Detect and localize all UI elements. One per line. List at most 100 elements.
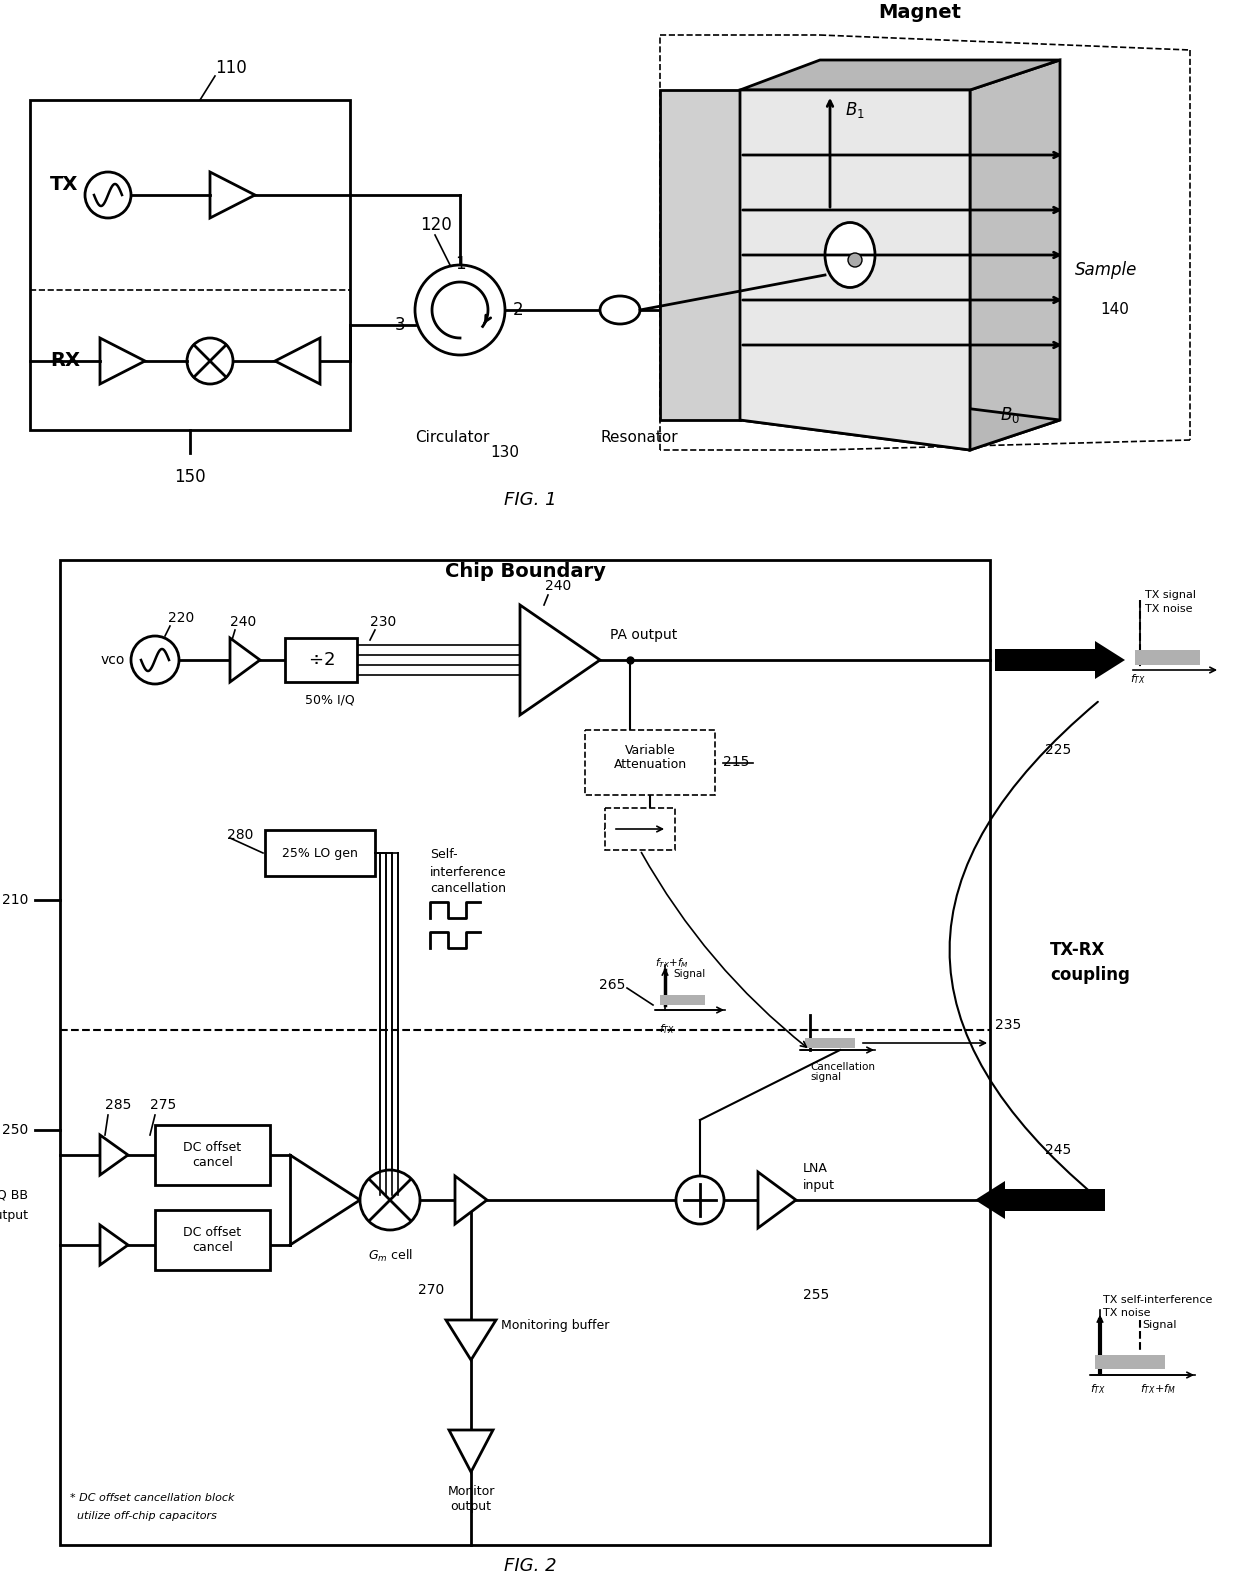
Ellipse shape <box>825 222 875 287</box>
Text: Circulator: Circulator <box>415 430 490 446</box>
Bar <box>1135 650 1200 665</box>
Polygon shape <box>455 1175 487 1224</box>
Bar <box>285 638 357 682</box>
Text: * DC offset cancellation block: * DC offset cancellation block <box>69 1492 234 1504</box>
Bar <box>660 994 706 1006</box>
Polygon shape <box>740 390 1060 450</box>
Polygon shape <box>210 171 255 217</box>
Polygon shape <box>970 60 1060 450</box>
Text: 280: 280 <box>227 828 253 842</box>
Circle shape <box>131 636 179 684</box>
Text: $f_{TX}$: $f_{TX}$ <box>1130 672 1146 685</box>
Text: 130: 130 <box>490 446 520 460</box>
Bar <box>60 560 990 1545</box>
Text: 1: 1 <box>455 255 465 273</box>
Text: 225: 225 <box>1045 742 1071 757</box>
Circle shape <box>415 265 505 355</box>
Text: 230: 230 <box>370 615 397 630</box>
Polygon shape <box>100 338 145 384</box>
Text: 240: 240 <box>229 615 257 630</box>
Text: coupling: coupling <box>1050 966 1130 983</box>
Polygon shape <box>100 1224 128 1266</box>
Text: Self-: Self- <box>430 849 458 861</box>
Text: 150: 150 <box>174 468 206 485</box>
Bar <box>1095 1354 1166 1369</box>
Text: Monitor
output: Monitor output <box>448 1484 495 1513</box>
Bar <box>605 807 675 850</box>
Bar <box>805 1037 856 1048</box>
Text: Resonator: Resonator <box>600 430 677 446</box>
Text: 265: 265 <box>599 979 625 991</box>
Text: output: output <box>0 1209 29 1221</box>
Text: Variable
Attenuation: Variable Attenuation <box>614 744 687 771</box>
Bar <box>155 1210 270 1270</box>
Text: $f_{TX}$+$f_M$: $f_{TX}$+$f_M$ <box>655 956 688 971</box>
Text: Signal: Signal <box>673 969 706 979</box>
Polygon shape <box>229 638 260 682</box>
Text: input: input <box>804 1178 835 1191</box>
Text: TX signal: TX signal <box>1145 590 1197 600</box>
Polygon shape <box>660 90 740 420</box>
Circle shape <box>360 1170 420 1231</box>
Text: TX: TX <box>50 176 78 195</box>
Text: interference: interference <box>430 866 507 879</box>
Text: $f_{TX}$: $f_{TX}$ <box>658 1021 675 1036</box>
Polygon shape <box>520 604 600 715</box>
Bar <box>265 829 374 875</box>
Text: 245: 245 <box>1045 1144 1071 1158</box>
Text: $B_1$: $B_1$ <box>844 100 864 121</box>
Text: 120: 120 <box>420 216 451 235</box>
Text: Monitoring buffer: Monitoring buffer <box>501 1318 609 1332</box>
Text: Sample: Sample <box>1075 262 1137 279</box>
Text: $f_{TX}$: $f_{TX}$ <box>1090 1381 1106 1396</box>
Polygon shape <box>449 1431 494 1472</box>
Text: Signal: Signal <box>1142 1320 1177 1331</box>
Text: I/Q BB: I/Q BB <box>0 1188 29 1202</box>
Text: DC offset
cancel: DC offset cancel <box>184 1226 242 1255</box>
Circle shape <box>86 171 131 217</box>
Bar <box>155 1124 270 1185</box>
Polygon shape <box>100 1136 128 1175</box>
Polygon shape <box>758 1172 796 1228</box>
Text: 255: 255 <box>804 1288 830 1302</box>
Text: 50% I/Q: 50% I/Q <box>305 693 355 706</box>
Text: 25% LO gen: 25% LO gen <box>281 847 358 860</box>
Text: signal: signal <box>810 1072 841 1082</box>
Text: 210: 210 <box>1 893 29 907</box>
Text: DC offset
cancel: DC offset cancel <box>184 1140 242 1169</box>
Text: utilize off-chip capacitors: utilize off-chip capacitors <box>69 1511 217 1521</box>
Text: $f_{TX}$+$f_M$: $f_{TX}$+$f_M$ <box>1140 1381 1176 1396</box>
Text: FIG. 1: FIG. 1 <box>503 492 557 509</box>
FancyArrow shape <box>994 641 1125 679</box>
Text: FIG. 2: FIG. 2 <box>503 1557 557 1575</box>
Text: RX: RX <box>50 351 81 370</box>
Text: $G_m$ cell: $G_m$ cell <box>367 1248 413 1264</box>
Ellipse shape <box>848 254 862 266</box>
FancyArrow shape <box>975 1182 1105 1220</box>
Text: 240: 240 <box>546 579 572 593</box>
Text: 215: 215 <box>723 755 749 769</box>
Text: Chip Boundary: Chip Boundary <box>445 561 605 580</box>
Text: 2: 2 <box>513 301 523 319</box>
Text: 250: 250 <box>1 1123 29 1137</box>
Text: $B_0$: $B_0$ <box>999 404 1021 425</box>
Text: LNA: LNA <box>804 1161 828 1175</box>
Bar <box>30 100 350 430</box>
Polygon shape <box>446 1320 496 1361</box>
Text: TX noise: TX noise <box>1104 1308 1151 1318</box>
Text: 220: 220 <box>167 611 195 625</box>
Text: 285: 285 <box>105 1098 131 1112</box>
Text: $\div$2: $\div$2 <box>308 650 335 669</box>
Text: TX-RX: TX-RX <box>1050 940 1105 960</box>
Text: 270: 270 <box>418 1283 444 1297</box>
Polygon shape <box>740 60 1060 90</box>
Polygon shape <box>740 90 970 450</box>
Polygon shape <box>275 338 320 384</box>
Text: vco: vco <box>100 653 125 668</box>
Text: 235: 235 <box>994 1018 1022 1032</box>
Text: Cancellation: Cancellation <box>810 1063 875 1072</box>
Text: 275: 275 <box>150 1098 176 1112</box>
Ellipse shape <box>600 297 640 324</box>
Circle shape <box>676 1175 724 1224</box>
Text: 140: 140 <box>1100 303 1128 317</box>
